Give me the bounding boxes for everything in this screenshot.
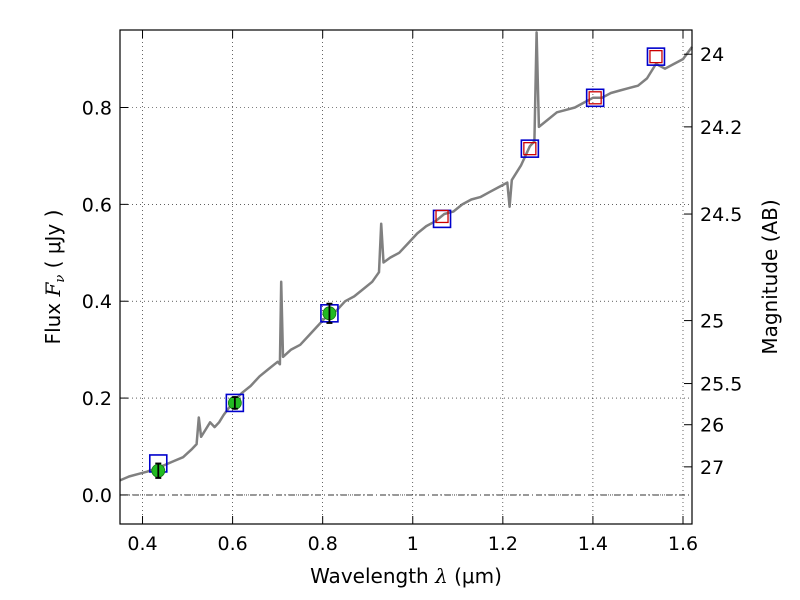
plot-frame (119, 29, 693, 525)
x-axis-label: Wavelength λ (μm) (310, 564, 502, 588)
y2-tick-label: 25 (700, 311, 724, 333)
x-tick-label: 0.8 (308, 533, 338, 555)
observed-point (435, 209, 449, 224)
y2-tick-label: 25.5 (700, 374, 742, 396)
x-tick-label: 1.6 (668, 533, 698, 555)
x-tick-label: 0.4 (127, 533, 157, 555)
y-tick-label: 0.0 (82, 485, 112, 507)
x-tick-label: 1.4 (578, 533, 608, 555)
y2-axis-label: Magnitude (AB) (758, 199, 782, 354)
grid-layer (120, 30, 692, 524)
x-tick-label: 1.2 (488, 533, 518, 555)
observed-point (588, 91, 602, 105)
observed-point (523, 142, 537, 156)
x-tick-label: 0.6 (217, 533, 247, 555)
observed-point (649, 49, 663, 64)
y2-tick-label: 27 (700, 457, 724, 479)
model-point (225, 393, 245, 413)
y2-tick-label: 24.5 (700, 204, 742, 226)
spectrum-line (119, 31, 694, 482)
tick-layer: 0.4 0.6 0.8 1 1.2 1.4 1.6 0.0 0.2 0.4 0.6 0.8 24 24.2… (82, 30, 742, 555)
y-axis-label: Flux Fν ( μJy ) (41, 210, 68, 345)
y2-tick-label: 26 (700, 415, 724, 437)
model-point (585, 88, 605, 108)
x-tick-label: 1 (407, 533, 419, 555)
series-layer (119, 31, 694, 482)
y-tick-label: 0.8 (82, 97, 112, 119)
y2-tick-label: 24 (700, 44, 724, 66)
model-point (646, 47, 666, 66)
y-tick-label: 0.2 (82, 388, 112, 410)
y-tick-label: 0.4 (82, 291, 112, 313)
y2-tick-label: 24.2 (700, 117, 742, 139)
plot-area (120, 30, 692, 524)
model-point (520, 139, 540, 158)
y-tick-label: 0.6 (82, 194, 112, 216)
